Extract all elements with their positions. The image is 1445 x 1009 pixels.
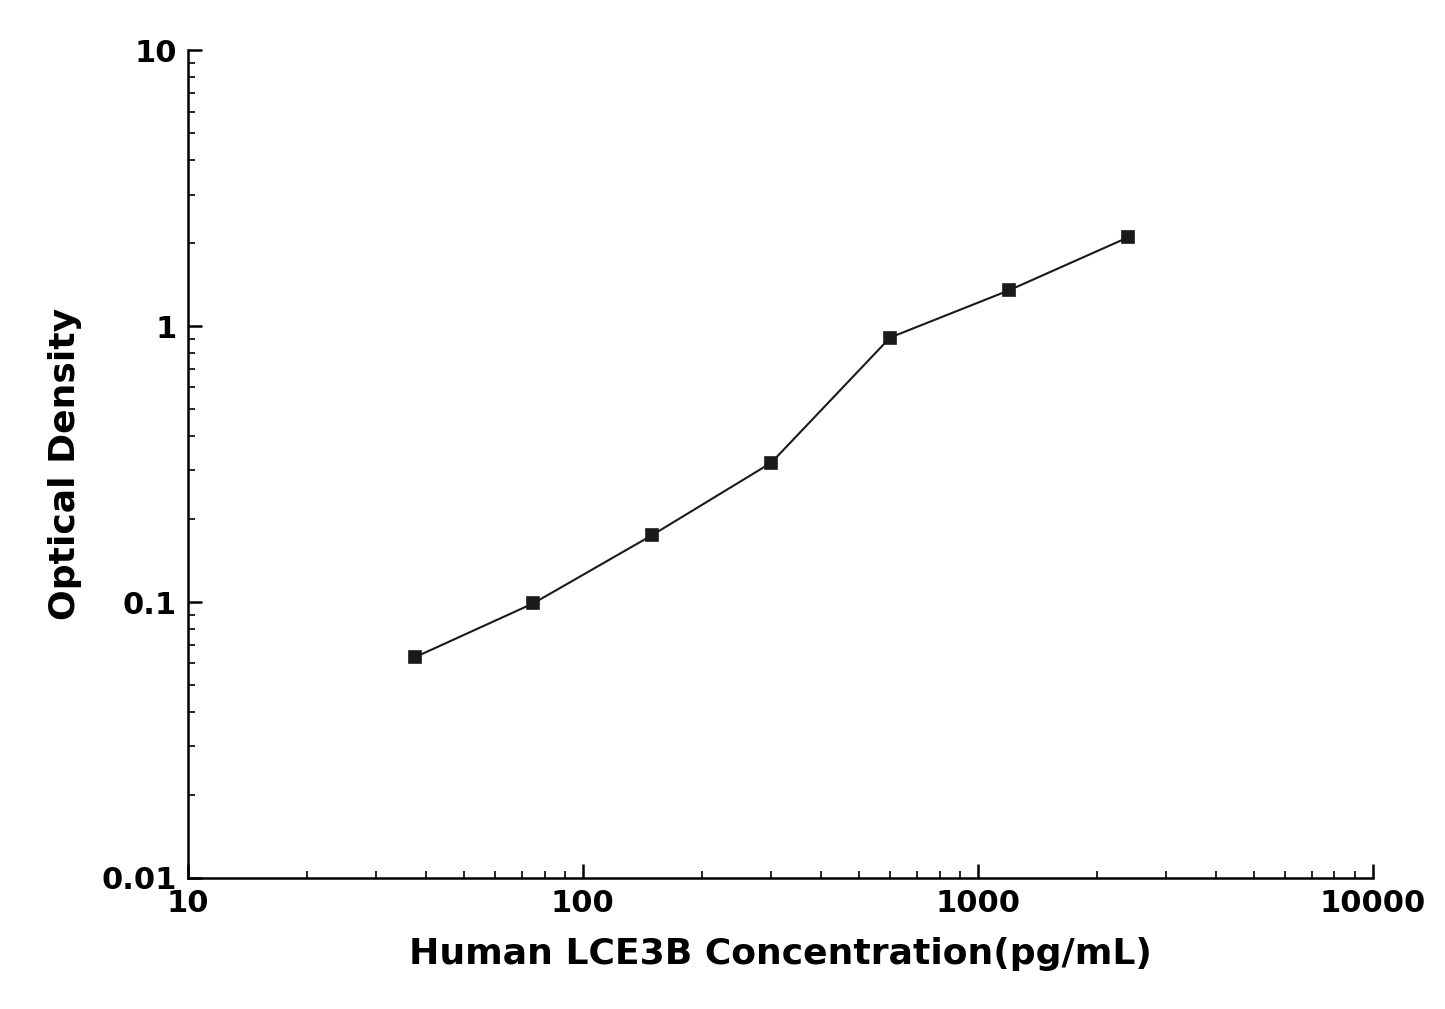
X-axis label: Human LCE3B Concentration(pg/mL): Human LCE3B Concentration(pg/mL)	[409, 937, 1152, 972]
Y-axis label: Optical Density: Optical Density	[48, 308, 82, 621]
